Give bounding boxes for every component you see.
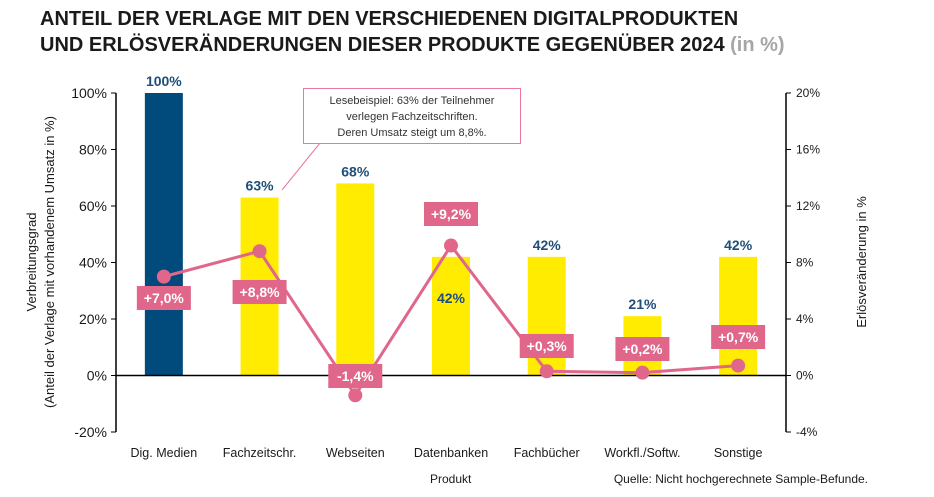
bar-value-label: 100%: [146, 73, 182, 89]
chart-title-unit: (in %): [730, 34, 785, 56]
reading-example-line1: Lesebeispiel: 63% der Teilnehmer: [329, 95, 495, 107]
line-point-5: [635, 365, 650, 380]
y2-tick-label: 8%: [796, 256, 814, 270]
line-value-label: +0,7%: [718, 329, 759, 345]
y-axis-title-line1: Verbreitungsgrad: [24, 212, 39, 311]
bar-3: [432, 256, 470, 376]
y-tick-label: 0%: [87, 368, 107, 384]
x-tick-label: Fachbücher: [514, 446, 580, 460]
y-tick-label: 60%: [79, 198, 107, 214]
bar-6: [719, 256, 758, 376]
bar-value-label: 42%: [437, 290, 466, 306]
line-value-label: -1,4%: [337, 368, 374, 384]
bar-value-label: 21%: [628, 296, 657, 312]
y2-tick-label: 20%: [796, 86, 820, 100]
x-tick-label: Workfl./Softw.: [604, 446, 680, 460]
chart-title: ANTEIL DER VERLAGE MIT DEN VERSCHIEDENEN…: [40, 6, 785, 58]
y-tick-label: 40%: [79, 255, 107, 271]
reading-example-line2: verlegen Fachzeitschriften.: [346, 111, 478, 123]
bar-value-label: 63%: [246, 178, 275, 194]
line-point-3: [444, 238, 458, 253]
bar-0: [144, 93, 183, 376]
line-value-label: +7,0%: [144, 290, 185, 306]
y-axis-title-line2: (Anteil der Verlage mit vorhandenem Umsa…: [42, 116, 57, 408]
y2-tick-label: 16%: [796, 143, 820, 157]
x-tick-label: Webseiten: [326, 446, 385, 460]
x-tick-label: Dig. Medien: [131, 446, 198, 460]
y2-tick-label: 4%: [796, 312, 814, 326]
chart-title-line2: UND ERLÖSVERÄNDERUNGEN DIESER PRODUKTE G…: [40, 34, 725, 56]
chart-title-line2-wrap: UND ERLÖSVERÄNDERUNGEN DIESER PRODUKTE G…: [40, 32, 785, 58]
chart-title-line1: ANTEIL DER VERLAGE MIT DEN VERSCHIEDENEN…: [40, 8, 739, 30]
x-tick-label: Fachzeitschr.: [223, 446, 297, 460]
x-tick-label: Datenbanken: [414, 446, 488, 460]
y-tick-label: 100%: [71, 85, 107, 101]
y-tick-label: -20%: [74, 424, 107, 440]
bar-2: [336, 183, 375, 376]
line-label-badge-2: [328, 364, 383, 388]
line-point-2: [348, 388, 363, 403]
line-value-label: +8,8%: [240, 284, 281, 300]
reading-example-box: Lesebeispiel: 63% der Teilnehmer verlege…: [303, 88, 521, 144]
y2-tick-label: 0%: [796, 369, 814, 383]
line-value-label: +0,2%: [622, 341, 663, 357]
bar-value-label: 42%: [533, 237, 562, 253]
y2-tick-label: 12%: [796, 199, 820, 213]
y2-axis-title: Erlösveränderung in %: [854, 196, 869, 328]
line-label-badge-1: [232, 280, 287, 304]
y-tick-label: 20%: [79, 311, 107, 327]
line-label-badge-6: [711, 325, 766, 349]
annotation-leader-line: [281, 142, 321, 191]
reading-example-line3: Deren Umsatz steigt um 8,8%.: [337, 127, 487, 139]
line-label-badge-4: [519, 334, 574, 358]
y-tick-label: 80%: [79, 142, 107, 158]
line-value-label: +9,2%: [431, 206, 472, 222]
x-axis-title: Produkt: [430, 472, 472, 486]
line-value-label: +0,3%: [527, 338, 568, 354]
bar-value-label: 68%: [341, 163, 370, 179]
line-point-4: [539, 364, 554, 379]
x-tick-label: Sonstige: [714, 446, 763, 460]
source-note: Quelle: Nicht hochgerechnete Sample-Befu…: [613, 472, 868, 486]
line-point-6: [731, 358, 746, 373]
line-point-0: [156, 269, 171, 284]
line-label-badge-3: [424, 202, 478, 226]
y2-tick-label: -4%: [796, 425, 818, 439]
line-label-badge-0: [136, 286, 191, 310]
bar-value-label: 42%: [724, 237, 753, 253]
line-label-badge-5: [615, 337, 670, 361]
line-point-1: [252, 244, 267, 259]
